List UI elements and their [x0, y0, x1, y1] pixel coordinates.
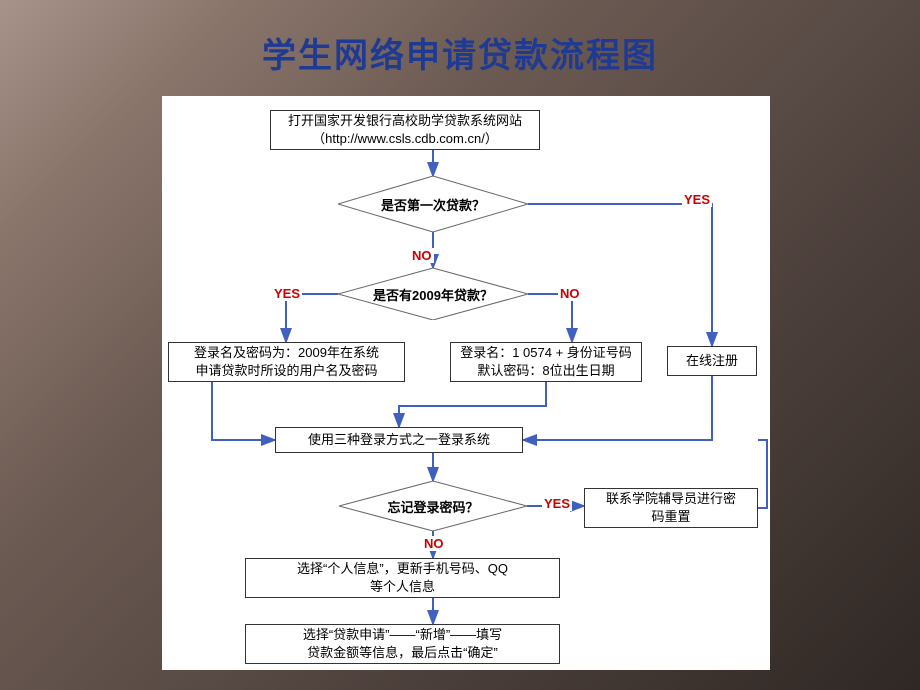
flow-box: 登录名及密码为：2009年在系统 申请贷款时所设的用户名及密码 — [168, 342, 405, 382]
flow-box: 打开国家开发银行高校助学贷款系统网站 （http://www.csls.cdb.… — [270, 110, 540, 150]
edge-label: YES — [542, 496, 572, 511]
edge-label: NO — [422, 536, 446, 551]
edge-label: YES — [682, 192, 712, 207]
flow-box: 联系学院辅导员进行密 码重置 — [584, 488, 758, 528]
flow-box: 在线注册 — [667, 346, 757, 376]
edge-label: YES — [272, 286, 302, 301]
flow-box: 选择“个人信息”，更新手机号码、QQ 等个人信息 — [245, 558, 560, 598]
flow-decision: 是否有2009年贷款？ — [338, 268, 528, 320]
flow-decision: 是否第一次贷款？ — [338, 176, 528, 232]
flow-box: 登录名：1 0574 + 身份证号码 默认密码：8位出生日期 — [450, 342, 642, 382]
flow-decision: 忘记登录密码？ — [339, 481, 527, 531]
page-title: 学生网络申请贷款流程图 — [0, 28, 920, 77]
flowchart-container: 打开国家开发银行高校助学贷款系统网站 （http://www.csls.cdb.… — [162, 96, 770, 670]
edge-label: NO — [558, 286, 582, 301]
flow-box: 使用三种登录方式之一登录系统 — [275, 427, 523, 453]
edge-label: NO — [410, 248, 434, 263]
flow-box: 选择“贷款申请”——“新增”——填写 贷款金额等信息，最后点击“确定” — [245, 624, 560, 664]
